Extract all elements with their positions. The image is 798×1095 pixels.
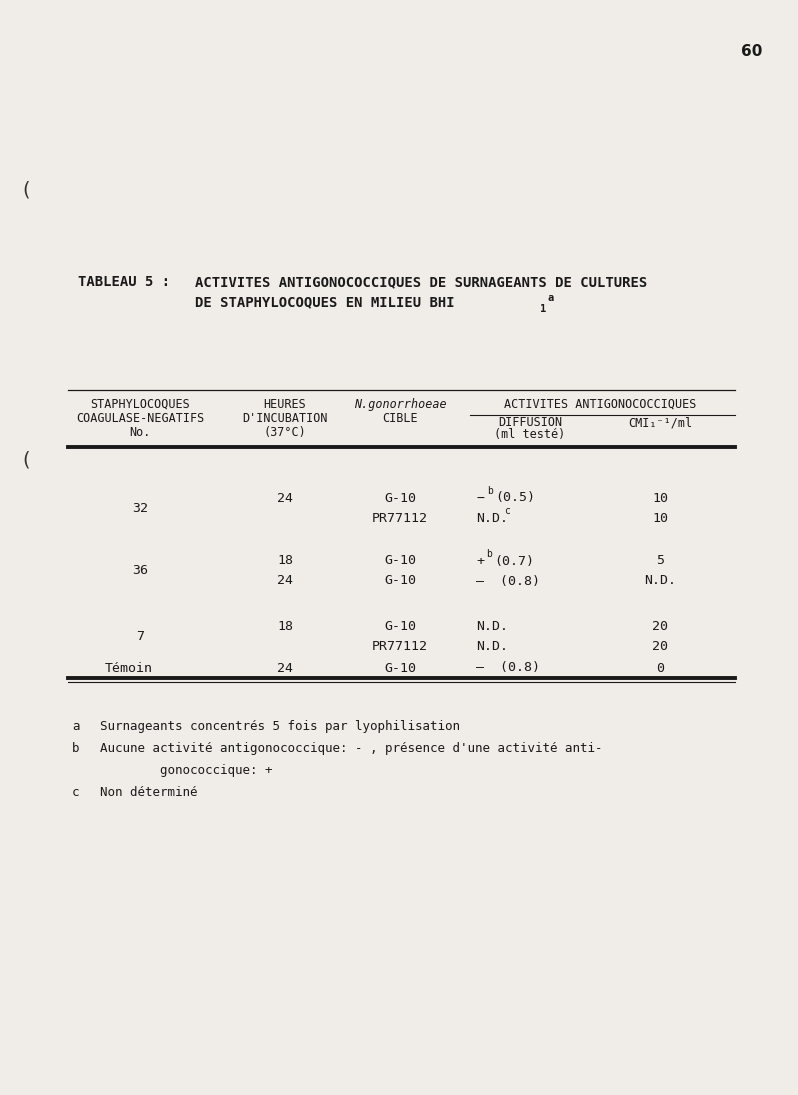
Text: 36: 36	[132, 565, 148, 577]
Text: 1: 1	[540, 304, 547, 314]
Text: N.D.: N.D.	[644, 575, 676, 588]
Text: CMI₁⁻¹/ml: CMI₁⁻¹/ml	[628, 416, 692, 429]
Text: –  (0.8): – (0.8)	[476, 575, 540, 588]
Text: 5: 5	[656, 554, 664, 567]
Text: No.: No.	[129, 426, 151, 439]
Text: Non déterminé: Non déterminé	[100, 786, 197, 799]
Text: +: +	[476, 554, 484, 567]
Text: HEURES: HEURES	[263, 397, 306, 411]
Text: COAGULASE-NEGATIFS: COAGULASE-NEGATIFS	[76, 412, 204, 425]
Text: b: b	[487, 486, 493, 496]
Text: D'INCUBATION: D'INCUBATION	[243, 412, 328, 425]
Text: ACTIVITES ANTIGONOCOCCIQUES DE SURNAGEANTS DE CULTURES: ACTIVITES ANTIGONOCOCCIQUES DE SURNAGEAN…	[195, 275, 647, 289]
Text: G-10: G-10	[384, 554, 416, 567]
Text: 24: 24	[277, 492, 293, 505]
Text: N.D.: N.D.	[476, 511, 508, 525]
Text: (0.7): (0.7)	[494, 554, 534, 567]
Text: 24: 24	[277, 575, 293, 588]
Text: (: (	[22, 180, 30, 199]
Text: DIFFUSION: DIFFUSION	[498, 416, 562, 429]
Text: 18: 18	[277, 554, 293, 567]
Text: (ml testé): (ml testé)	[495, 428, 566, 441]
Text: −: −	[476, 492, 484, 505]
Text: G-10: G-10	[384, 492, 416, 505]
Text: c: c	[504, 506, 510, 516]
Text: Témoin: Témoin	[105, 661, 153, 675]
Text: a: a	[548, 293, 555, 303]
Text: CIBLE: CIBLE	[382, 412, 418, 425]
Text: G-10: G-10	[384, 661, 416, 675]
Text: N.gonorrhoeae: N.gonorrhoeae	[354, 397, 446, 411]
Text: G-10: G-10	[384, 575, 416, 588]
Text: a: a	[72, 721, 80, 733]
Text: 0: 0	[656, 661, 664, 675]
Text: 10: 10	[652, 511, 668, 525]
Text: 60: 60	[741, 45, 763, 59]
Text: –  (0.8): – (0.8)	[476, 661, 540, 675]
Text: 20: 20	[652, 639, 668, 653]
Text: PR77112: PR77112	[372, 639, 428, 653]
Text: 18: 18	[277, 620, 293, 633]
Text: ACTIVITES ANTIGONOCOCCIQUES: ACTIVITES ANTIGONOCOCCIQUES	[504, 397, 696, 411]
Text: 10: 10	[652, 492, 668, 505]
Text: (0.5): (0.5)	[495, 492, 535, 505]
Text: (: (	[22, 450, 30, 469]
Text: gonococcique: +: gonococcique: +	[100, 764, 272, 777]
Text: 32: 32	[132, 502, 148, 515]
Text: 7: 7	[136, 630, 144, 643]
Text: TABLEAU 5 :: TABLEAU 5 :	[78, 275, 170, 289]
Text: 20: 20	[652, 620, 668, 633]
Text: PR77112: PR77112	[372, 511, 428, 525]
Text: G-10: G-10	[384, 620, 416, 633]
Text: Aucune activité antigonococcique: - , présence d'une activité anti-: Aucune activité antigonococcique: - , pr…	[100, 742, 602, 754]
Text: STAPHYLOCOQUES: STAPHYLOCOQUES	[90, 397, 190, 411]
Text: N.D.: N.D.	[476, 620, 508, 633]
Text: N.D.: N.D.	[476, 639, 508, 653]
Text: Surnageants concentrés 5 fois par lyophilisation: Surnageants concentrés 5 fois par lyophi…	[100, 721, 460, 733]
Text: DE STAPHYLOCOQUES EN MILIEU BHI: DE STAPHYLOCOQUES EN MILIEU BHI	[195, 295, 455, 309]
Text: (37°C): (37°C)	[263, 426, 306, 439]
Text: b: b	[486, 549, 492, 560]
Text: b: b	[72, 742, 80, 754]
Text: c: c	[72, 786, 80, 799]
Text: 24: 24	[277, 661, 293, 675]
